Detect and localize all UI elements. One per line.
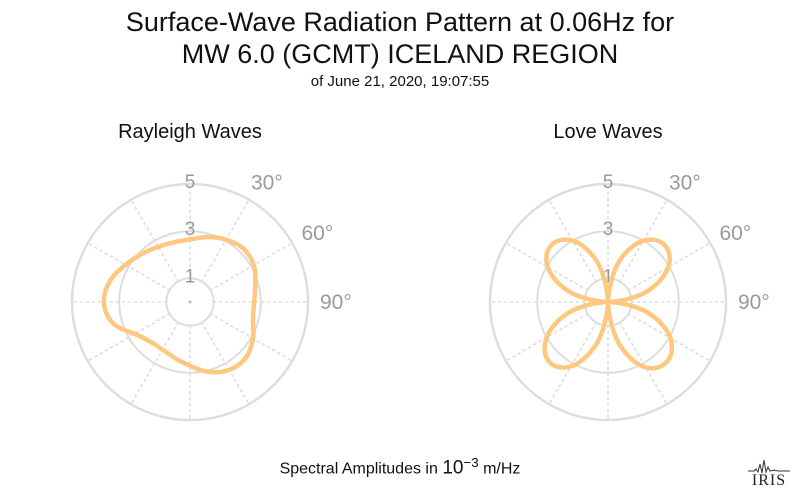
pattern-point: [609, 301, 611, 303]
ring-gridline: [118, 230, 262, 374]
pattern-point: [245, 357, 247, 359]
pattern-point: [667, 266, 669, 268]
pattern-point: [103, 301, 105, 303]
pattern-point: [161, 348, 163, 350]
pattern-point: [189, 365, 191, 367]
pattern-point: [111, 322, 113, 324]
panel-title: Rayleigh Waves: [118, 121, 262, 143]
angle-tick-label: 30°: [251, 171, 283, 194]
pattern-point: [141, 253, 143, 255]
iris-logo: IRIS: [746, 458, 792, 490]
pattern-point: [225, 238, 227, 240]
pattern-point: [664, 244, 666, 246]
pattern-point: [545, 336, 547, 338]
radial-tick-label: 1: [185, 266, 196, 287]
footer-base: 10: [442, 457, 464, 479]
pattern-point: [607, 301, 609, 303]
pattern-point: [646, 290, 648, 292]
pattern-point: [174, 357, 176, 359]
radial-tick-label: 3: [185, 219, 196, 240]
pattern-point: [254, 283, 256, 285]
radial-tick-label: 5: [185, 172, 196, 193]
polar-panel-love: Love Waves 1 3 5 30° 60° 90°: [488, 121, 770, 422]
angle-tick-label: 60°: [302, 222, 334, 245]
pattern-point: [109, 279, 111, 281]
seismogram-icon: [748, 459, 790, 474]
pattern-point: [568, 311, 570, 313]
pattern-point: [618, 343, 620, 345]
pattern-point: [570, 365, 572, 367]
angle-tick-label: 90°: [320, 291, 352, 314]
ring-gridline: [165, 277, 215, 327]
radial-tick-label: 5: [603, 172, 614, 193]
footer-exponent: −3: [463, 455, 479, 470]
pattern-point: [173, 241, 175, 243]
panel-title: Love Waves: [553, 121, 662, 143]
pattern-point: [642, 239, 644, 241]
pattern-point: [548, 360, 550, 362]
pattern-point: [207, 371, 209, 373]
pattern-point: [242, 247, 244, 249]
pattern-point: [547, 266, 549, 268]
pattern-point: [252, 337, 254, 339]
pattern-point: [571, 239, 573, 241]
footer-prefix: Spectral Amplitudes in: [279, 460, 443, 478]
angle-tick-label: 90°: [738, 291, 770, 314]
footer-unit: m/Hz: [478, 460, 521, 478]
angle-tick-label: 60°: [720, 222, 752, 245]
pattern-point: [134, 333, 136, 335]
pattern-point: [617, 261, 619, 263]
pattern-point: [596, 342, 598, 344]
chart-subtitle: of June 21, 2020, 19:07:55: [310, 73, 490, 90]
footer-units: Spectral Amplitudes in 10−3 m/Hz: [0, 455, 800, 479]
pattern-point: [252, 318, 254, 320]
pattern-point: [149, 341, 151, 343]
polar-panel-rayleigh: Rayleigh Waves 1 3 5 30° 60° 90°: [70, 121, 352, 422]
pattern-point: [550, 244, 552, 246]
ring-gridline: [583, 277, 633, 327]
chart-title-block: Surface-Wave Radiation Pattern at 0.06Hz…: [0, 6, 800, 92]
pattern-point: [189, 238, 191, 240]
chart-title-line-2: MW 6.0 (GCMT) ICELAND REGION: [181, 39, 619, 69]
ring-gridline: [70, 182, 310, 422]
pattern-point: [596, 261, 598, 263]
radiation-pattern-line: [542, 237, 675, 371]
pattern-point: [604, 301, 606, 303]
pattern-point: [228, 369, 230, 371]
radial-tick-label: 1: [603, 266, 614, 287]
pattern-point: [669, 337, 671, 339]
pattern-point: [253, 301, 255, 303]
chart-title-line-1: Surface-Wave Radiation Pattern at 0.06Hz…: [125, 7, 675, 37]
angle-tick-label: 30°: [669, 171, 701, 194]
iris-logo-text: IRIS: [751, 472, 787, 489]
pattern-point: [647, 311, 649, 313]
pattern-point: [157, 246, 159, 248]
pattern-point: [645, 366, 647, 368]
pattern-point: [124, 264, 126, 266]
pattern-point: [568, 290, 570, 292]
radiation-pattern-line: [101, 234, 258, 375]
pattern-point: [666, 360, 668, 362]
pattern-point: [206, 236, 208, 238]
radial-tick-label: 3: [603, 219, 614, 240]
pattern-point: [253, 264, 255, 266]
center-point: [188, 300, 192, 304]
ring-gridline: [536, 230, 680, 374]
ring-gridline: [488, 182, 728, 422]
